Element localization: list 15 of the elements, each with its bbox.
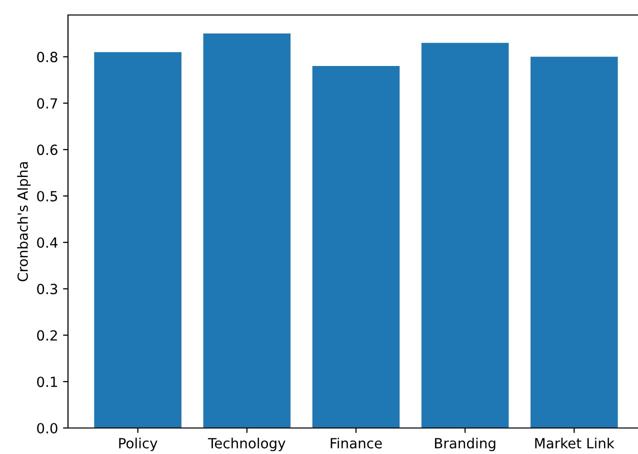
y-tick-label: 0.8 (37, 52, 58, 62)
y-tick-label: 0.3 (37, 284, 58, 294)
y-tick-label: 0.4 (37, 237, 58, 248)
y-tick-label: 0.7 (37, 98, 58, 109)
x-tick-label: Finance (330, 438, 382, 448)
y-tick-label: 0.0 (37, 422, 58, 434)
y-tick-label: 0.6 (37, 144, 58, 156)
x-tick-label: Branding (435, 438, 496, 452)
x-tick-label: Technology (208, 438, 286, 452)
y-axis-title: Cronbach's Alpha (17, 162, 31, 282)
y-tick-label: 0.2 (37, 330, 57, 341)
y-tick-label: 0.1 (37, 376, 57, 388)
y-tick-label: 0.5 (37, 190, 58, 202)
x-tick-label: Market Link (535, 438, 614, 448)
x-tick-label: Policy (119, 438, 158, 452)
